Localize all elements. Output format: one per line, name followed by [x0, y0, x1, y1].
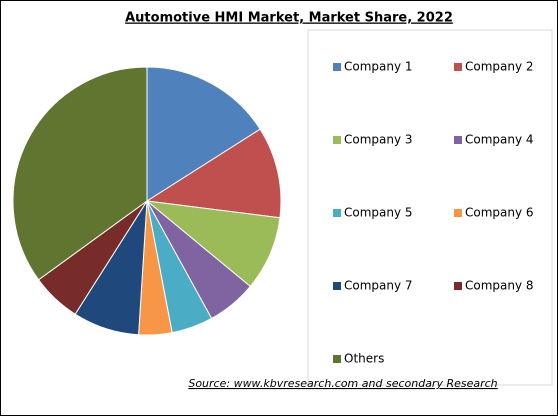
pie-slice [146, 66, 261, 202]
legend-label: Company 7 [344, 279, 413, 293]
legend-swatch [333, 209, 341, 217]
legend-label: Company 2 [465, 60, 534, 74]
legend-swatch [454, 63, 462, 71]
pie-slice [145, 128, 282, 219]
legend-swatch [333, 63, 341, 71]
legend-label: Company 8 [465, 279, 534, 293]
legend-swatch [454, 136, 462, 144]
pie-slice [12, 66, 148, 281]
legend-swatch [454, 282, 462, 290]
legend-swatch [333, 282, 341, 290]
chart-title: Automotive HMI Market, Market Share, 202… [125, 11, 453, 26]
source-note: Source: www.kbvresearch.com and secondar… [188, 377, 497, 390]
legend-swatch [454, 209, 462, 217]
legend-box [307, 29, 553, 386]
legend-label: Company 1 [344, 60, 413, 74]
legend-label: Company 5 [344, 206, 413, 220]
legend-label: Company 4 [465, 133, 534, 147]
legend-swatch [333, 136, 341, 144]
legend-label: Company 6 [465, 206, 534, 220]
legend-label: Others [344, 352, 384, 366]
legend-swatch [333, 355, 341, 363]
legend-label: Company 3 [344, 133, 413, 147]
